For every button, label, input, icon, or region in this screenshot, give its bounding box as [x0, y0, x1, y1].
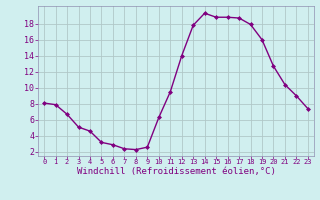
X-axis label: Windchill (Refroidissement éolien,°C): Windchill (Refroidissement éolien,°C) [76, 167, 276, 176]
